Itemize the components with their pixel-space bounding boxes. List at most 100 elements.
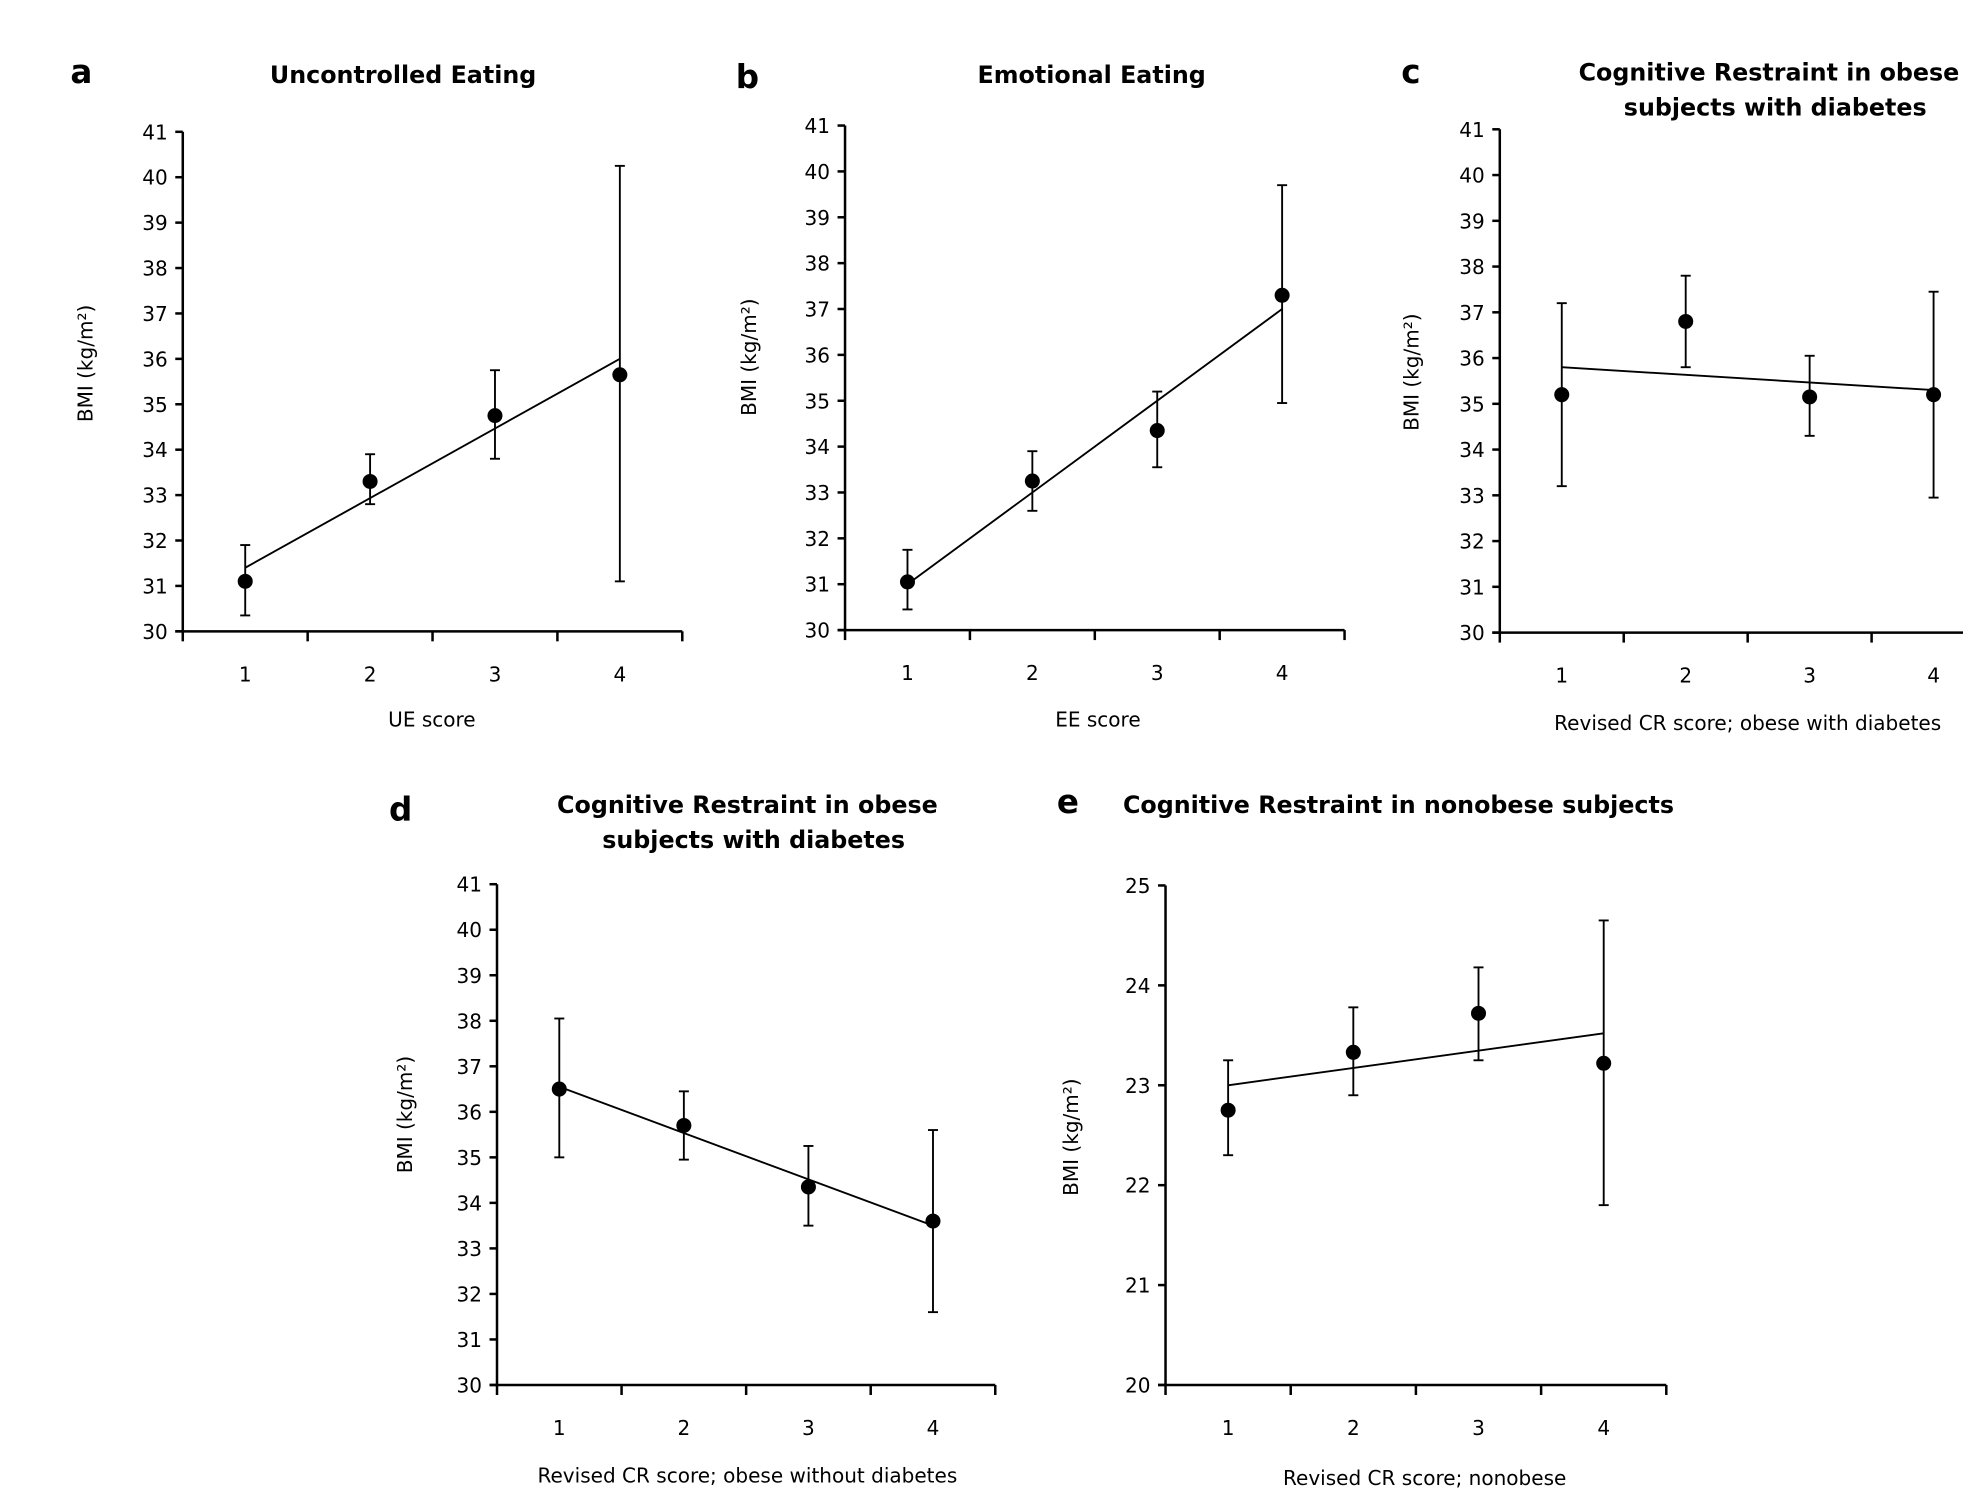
y-tick-label: 32	[805, 527, 830, 551]
x-tick-label: 3	[1472, 1416, 1485, 1440]
y-axis-label: BMI (kg/m²)	[1059, 1078, 1083, 1195]
panel-c: c Cognitive Restraint in obese subjects wi…	[1399, 53, 1963, 735]
y-tick-label: 37	[805, 298, 830, 322]
data-point	[1678, 313, 1694, 329]
panel-letter: e	[1057, 783, 1079, 821]
x-tick-label: 4	[1597, 1416, 1610, 1440]
y-tick-label: 22	[1125, 1174, 1150, 1198]
x-tick-label: 4	[613, 662, 626, 686]
y-tick-label: 33	[805, 481, 830, 505]
x-axis-label: Revised CR score; obese with diabetes	[1554, 711, 1941, 735]
x-axis-label: UE score	[388, 707, 475, 731]
x-tick-label: 1	[901, 661, 914, 685]
data-point	[1345, 1044, 1361, 1060]
trend-line	[1227, 1032, 1604, 1087]
data-point	[487, 408, 503, 424]
data-point	[1596, 1055, 1612, 1071]
y-tick-label: 23	[1125, 1074, 1150, 1098]
y-tick-label: 35	[805, 389, 830, 413]
data-point	[1470, 1005, 1487, 1021]
y-tick-label: 41	[805, 114, 830, 138]
x-tick-label: 4	[1927, 664, 1940, 688]
y-tick-label: 36	[142, 347, 167, 371]
y-tick-label: 20	[1125, 1373, 1150, 1397]
y-tick-label: 37	[142, 302, 167, 326]
x-axis-label: EE score	[1055, 707, 1140, 731]
panel-letter: a	[70, 53, 92, 91]
panel-title: Cognitive Restraint in obese	[557, 791, 938, 819]
data-point	[925, 1213, 941, 1229]
y-tick-label: 31	[142, 574, 167, 598]
x-tick-label: 4	[1276, 661, 1289, 685]
data-point	[612, 367, 628, 383]
panel-letter: c	[1401, 53, 1420, 91]
x-tick-label: 1	[239, 662, 252, 686]
y-tick-label: 34	[142, 438, 167, 462]
panel-title: Emotional Eating	[978, 61, 1206, 89]
data-point	[899, 574, 915, 590]
panel-title: subjects with diabetes	[1624, 94, 1927, 122]
y-tick-label: 32	[1459, 530, 1484, 554]
y-tick-label: 39	[457, 964, 482, 988]
y-tick-label: 34	[805, 435, 830, 459]
y-tick-label: 38	[457, 1009, 482, 1033]
data-point	[800, 1179, 816, 1195]
x-tick-label: 3	[802, 1416, 815, 1440]
data-point	[1024, 473, 1040, 489]
y-axis-label: BMI (kg/m²)	[1399, 313, 1423, 430]
x-tick-label: 4	[927, 1416, 940, 1440]
y-tick-label: 33	[142, 484, 167, 508]
y-tick-label: 31	[457, 1328, 482, 1352]
x-tick-label: 3	[1151, 661, 1164, 685]
y-tick-label: 30	[142, 620, 167, 644]
y-tick-label: 30	[457, 1373, 482, 1397]
trend-line	[558, 1085, 934, 1227]
panel-b: b Emotional Eating30313233343536373839404…	[736, 58, 1346, 731]
panel-a: a Uncontrolled Eating30313233343536373839…	[70, 53, 684, 731]
data-point	[1802, 389, 1818, 405]
y-tick-label: 39	[805, 206, 830, 230]
y-tick-label: 37	[1459, 301, 1484, 325]
y-tick-label: 35	[142, 393, 167, 417]
x-tick-label: 1	[1222, 1416, 1235, 1440]
y-tick-label: 40	[805, 160, 830, 184]
x-tick-label: 2	[677, 1416, 690, 1440]
x-tick-label: 2	[364, 662, 377, 686]
y-tick-label: 36	[457, 1100, 482, 1124]
data-point	[1274, 287, 1290, 303]
y-tick-label: 34	[457, 1191, 482, 1215]
y-axis-label: BMI (kg/m²)	[737, 298, 761, 415]
y-tick-label: 38	[805, 252, 830, 276]
x-tick-label: 3	[1803, 664, 1816, 688]
panel-title: Cognitive Restraint in nonobese subjects	[1123, 791, 1674, 819]
y-tick-label: 35	[1459, 392, 1484, 416]
y-tick-label: 21	[1125, 1274, 1150, 1298]
y-tick-label: 41	[142, 120, 167, 144]
y-tick-label: 35	[457, 1146, 482, 1170]
y-tick-label: 40	[457, 918, 482, 942]
trend-line	[244, 358, 621, 569]
y-tick-label: 34	[1459, 438, 1484, 462]
y-tick-label: 39	[1459, 209, 1484, 233]
y-tick-label: 37	[457, 1055, 482, 1079]
x-axis-label: Revised CR score; obese without diabetes	[537, 1464, 957, 1488]
y-tick-label: 32	[457, 1282, 482, 1306]
trend-line	[1561, 366, 1934, 392]
y-tick-label: 31	[1459, 575, 1484, 599]
trend-line	[906, 308, 1283, 585]
y-tick-label: 40	[142, 166, 167, 190]
y-tick-label: 36	[805, 343, 830, 367]
y-axis-label: BMI (kg/m²)	[393, 1056, 417, 1173]
data-point	[1220, 1102, 1236, 1118]
panel-e: e Cognitive Restraint in nonobese subject…	[1057, 783, 1674, 1490]
x-tick-label: 1	[553, 1416, 566, 1440]
y-tick-label: 36	[1459, 347, 1484, 371]
data-point	[1149, 423, 1165, 439]
y-tick-label: 38	[1459, 255, 1484, 279]
panel-title: Uncontrolled Eating	[270, 61, 536, 89]
y-tick-label: 41	[457, 873, 482, 897]
y-tick-label: 31	[805, 573, 830, 597]
panel-letter: d	[389, 790, 412, 828]
y-tick-label: 25	[1125, 874, 1150, 898]
